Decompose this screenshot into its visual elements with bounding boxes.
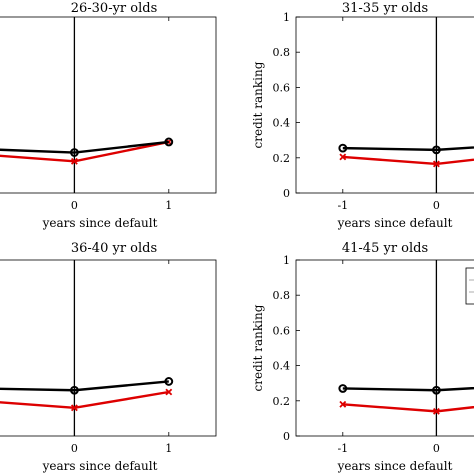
- series-line-2: [342, 403, 474, 413]
- y-tick-label: 0.4: [273, 117, 291, 130]
- data-point: [338, 384, 348, 393]
- y-axis-label: credit ranking: [251, 61, 265, 148]
- y-tick-label: 0.2: [273, 395, 291, 408]
- series-line-2: [0, 390, 169, 410]
- x-axis-label: years since default: [337, 459, 453, 473]
- data-point: [70, 385, 79, 395]
- data-point: [70, 404, 78, 412]
- chart-panel-2: -1 0 0 0.2 0.4 0.6 0.8 1 31-35 yr olds years sinc…: [251, 1, 474, 230]
- legend-box: [465, 267, 474, 305]
- y-tick-label: 1: [283, 11, 290, 24]
- axes-box: [0, 259, 217, 437]
- x-tick-label: 0: [71, 199, 78, 212]
- chart-title: 36-40 yr olds: [71, 241, 157, 256]
- series-line-1: [0, 380, 169, 392]
- data-point: [338, 143, 348, 153]
- series-line-1: [342, 386, 474, 392]
- series-line-2: [342, 155, 474, 166]
- x-tick-label: 0: [71, 442, 78, 455]
- axes-box: [295, 16, 474, 194]
- data-point: [70, 157, 78, 165]
- data-point: [432, 145, 441, 155]
- x-tick-label: -1: [337, 442, 348, 455]
- x-tick-label: -1: [337, 199, 348, 212]
- data-point: [164, 137, 174, 147]
- axes-box: [295, 259, 474, 437]
- chart-title: 26-30-yr olds: [71, 1, 158, 16]
- y-tick-label: 0: [283, 430, 290, 443]
- y-tick-label: 0.6: [273, 324, 291, 337]
- chart-title: 41-45 yr olds: [342, 241, 428, 256]
- x-axis-label: years since default: [337, 216, 453, 230]
- series-line-1: [0, 140, 169, 154]
- x-tick-label: 0: [433, 199, 440, 212]
- data-point: [164, 377, 174, 386]
- data-point: [165, 388, 173, 396]
- x-tick-label: 1: [165, 442, 172, 455]
- y-tick-label: 0: [283, 187, 290, 200]
- x-tick-label: 0: [433, 442, 440, 455]
- y-tick-label: 0.8: [273, 46, 291, 59]
- y-tick-label: 0.4: [273, 360, 291, 373]
- axes-box: [0, 16, 217, 194]
- y-tick-label: 1: [283, 254, 290, 267]
- chart-panel-4: -1 0 0 0.2 0.4 0.6 0.8 1 41-45 yr olds years sinc…: [251, 241, 474, 473]
- y-tick-label: 0.2: [273, 152, 291, 165]
- data-point: [432, 160, 440, 168]
- x-tick-label: 1: [165, 199, 172, 212]
- data-point: [339, 153, 347, 161]
- y-tick-label: 0.6: [273, 81, 291, 94]
- data-point: [339, 400, 347, 408]
- x-axis-label: years since default: [42, 459, 158, 473]
- y-tick-label: 0.8: [273, 289, 291, 302]
- chart-title: 31-35 yr olds: [342, 1, 428, 16]
- y-axis-label: credit ranking: [251, 304, 265, 391]
- data-point: [70, 148, 79, 157]
- data-point: [432, 385, 441, 395]
- data-point: [432, 407, 440, 415]
- series-line-1: [342, 146, 474, 152]
- x-axis-label: years since default: [42, 216, 158, 230]
